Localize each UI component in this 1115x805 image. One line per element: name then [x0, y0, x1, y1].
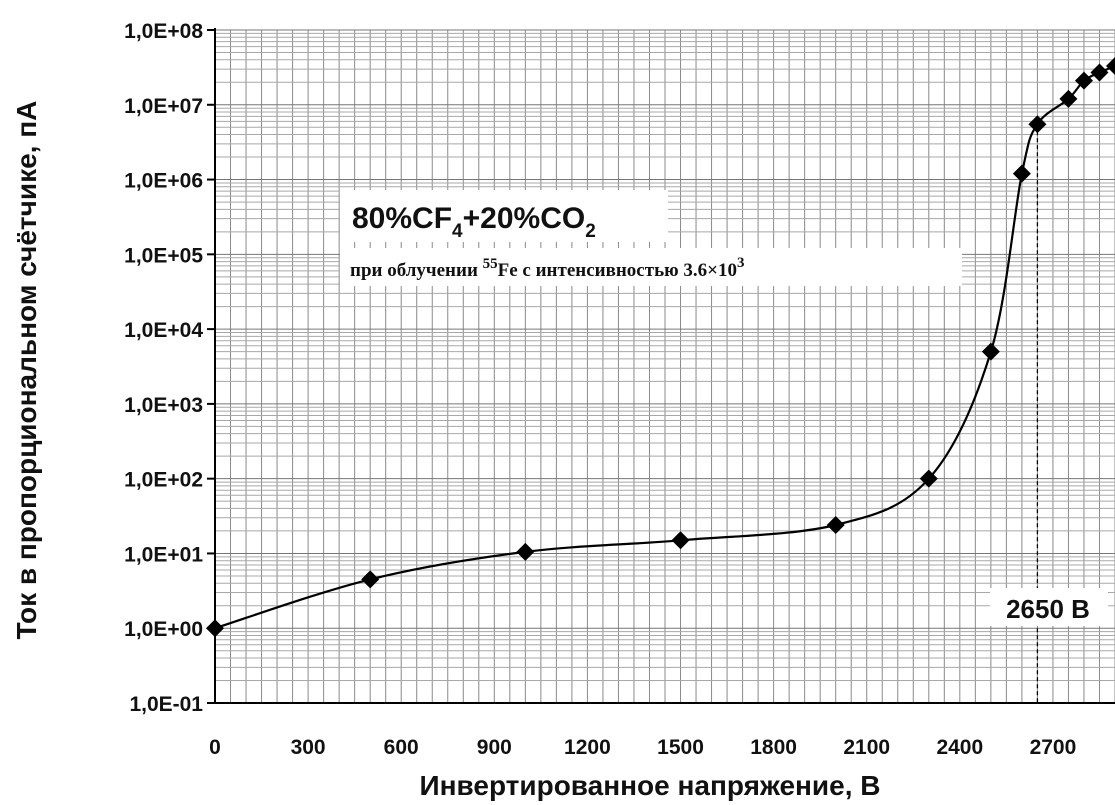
data-point	[361, 570, 380, 589]
y-axis-title: Ток в пропорциональном счётчике, пА	[11, 101, 42, 640]
y-tick-labels: 1,0E-01 1,0E+00 1,0E+01 1,0E+02 1,0E+03 1,0E+…	[124, 20, 203, 716]
y-tick-label: 1,0E+05	[124, 244, 203, 267]
x-tick-label: 1800	[750, 736, 797, 759]
y-tick-label: 1,0E+01	[124, 543, 203, 566]
threshold-label: 2650 В	[1006, 594, 1090, 624]
data-point	[206, 619, 224, 638]
y-tick-label: 1,0E+07	[124, 95, 203, 118]
gas-label-bg	[340, 190, 668, 242]
y-tick-label: 1,0E+08	[124, 20, 203, 43]
x-tick-label: 900	[477, 736, 512, 759]
y-tick-label: 1,0E+06	[124, 170, 203, 193]
data-point	[981, 342, 1000, 361]
y-tick-label: 1,0E+03	[124, 394, 203, 417]
data-point	[516, 542, 535, 561]
irradiation-label-bg	[340, 248, 962, 286]
data-point	[919, 469, 938, 488]
y-tick-label: 1,0E-01	[129, 693, 203, 716]
x-tick-label: 2400	[936, 736, 983, 759]
data-point	[826, 516, 845, 535]
x-tick-label: 0	[209, 736, 221, 759]
annotation-group: 80%CF4+20%CO2 при облучении 55Fe с интенс…	[340, 190, 962, 286]
data-point	[1106, 57, 1115, 76]
threshold-label-bg	[990, 588, 1108, 626]
x-tick-labels: 0 300 600 900 1200 1500 1800 2100 2400 2700	[209, 736, 1076, 759]
data-point	[1028, 115, 1047, 134]
x-tick-label: 300	[291, 736, 326, 759]
chart-grid	[214, 29, 1115, 704]
irradiation-label: при облучении 55Fe с интенсивностью 3.6×…	[350, 255, 744, 281]
data-point	[1012, 164, 1031, 183]
y-tick-label: 1,0E+00	[124, 618, 203, 641]
x-tick-label: 1200	[564, 736, 611, 759]
data-series	[206, 57, 1115, 638]
x-tick-label: 2100	[843, 736, 890, 759]
x-tick-label: 2700	[1030, 736, 1077, 759]
data-point	[1090, 63, 1109, 82]
threshold-line-group: 2650 В	[990, 124, 1108, 703]
data-point	[1074, 71, 1093, 90]
data-point	[671, 531, 690, 550]
x-axis-title: Инвертированное напряжение, В	[419, 770, 880, 801]
chart-axes	[207, 28, 1115, 704]
data-point	[1059, 89, 1078, 108]
y-tick-label: 1,0E+04	[124, 319, 203, 342]
x-tick-label: 600	[384, 736, 419, 759]
y-tick-label: 1,0E+02	[124, 469, 203, 492]
series-line	[214, 64, 1115, 630]
x-tick-label: 1500	[657, 736, 704, 759]
gas-mixture-label: 80%CF4+20%CO2	[352, 202, 596, 242]
